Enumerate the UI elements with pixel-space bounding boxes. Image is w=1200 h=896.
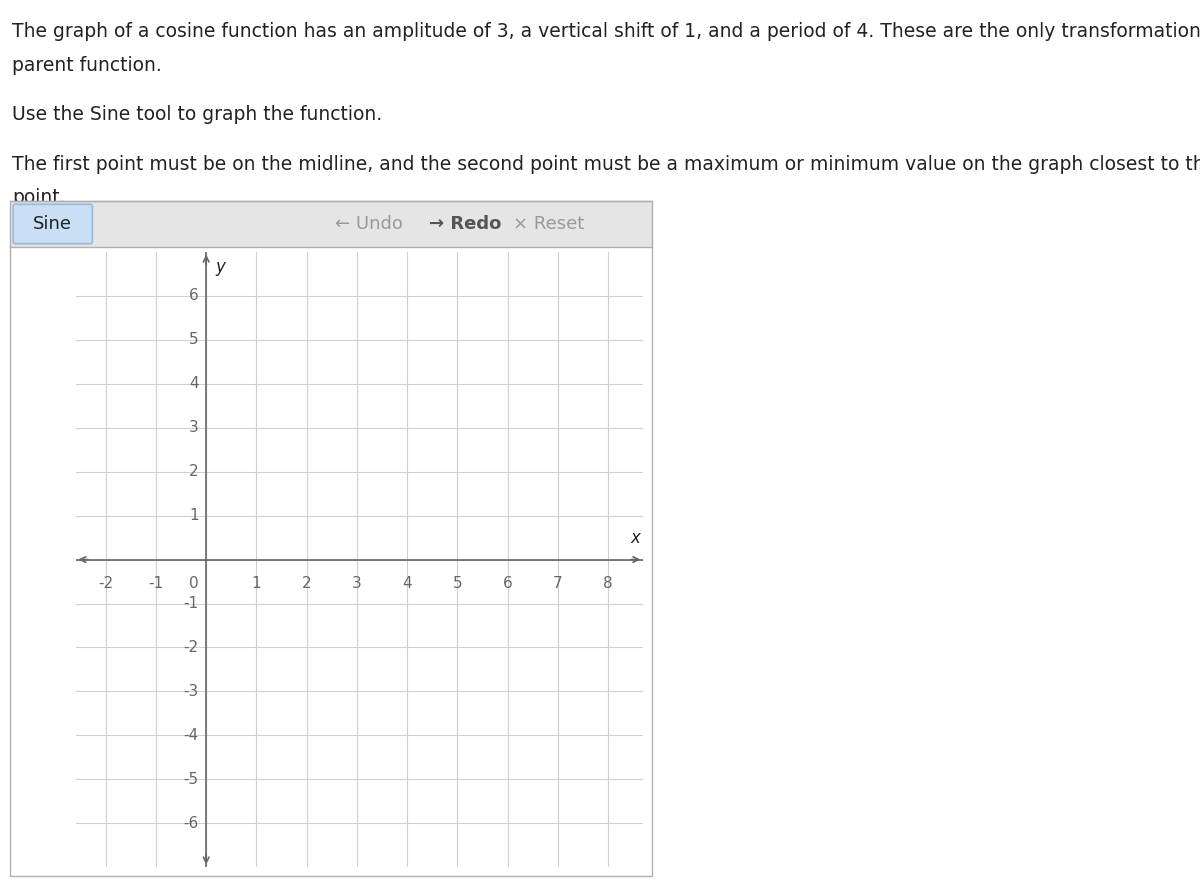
Text: × Reset: × Reset [514, 215, 584, 233]
Text: -5: -5 [184, 771, 199, 787]
Text: Use the Sine tool to graph the function.: Use the Sine tool to graph the function. [12, 106, 382, 125]
Text: 7: 7 [553, 576, 563, 591]
Text: 1: 1 [190, 508, 199, 523]
Text: 2: 2 [190, 464, 199, 479]
Text: -2: -2 [184, 640, 199, 655]
Text: Sine: Sine [34, 215, 72, 233]
Text: ← Undo: ← Undo [335, 215, 403, 233]
Text: 5: 5 [452, 576, 462, 591]
Text: The first point must be on the midline, and the second point must be a maximum o: The first point must be on the midline, … [12, 155, 1200, 174]
Text: 3: 3 [188, 420, 199, 435]
Text: 1: 1 [252, 576, 262, 591]
Text: 5: 5 [190, 332, 199, 348]
Text: y: y [215, 258, 226, 276]
Text: -3: -3 [184, 684, 199, 699]
Text: -1: -1 [184, 596, 199, 611]
Text: parent function.: parent function. [12, 56, 162, 74]
Text: 3: 3 [352, 576, 361, 591]
Text: -6: -6 [184, 816, 199, 831]
Text: The graph of a cosine function has an amplitude of 3, a vertical shift of 1, and: The graph of a cosine function has an am… [12, 22, 1200, 41]
Text: 8: 8 [604, 576, 613, 591]
Text: 0: 0 [190, 576, 199, 591]
Text: 4: 4 [402, 576, 412, 591]
Text: → Redo: → Redo [430, 215, 502, 233]
Text: point.: point. [12, 188, 66, 207]
Text: 6: 6 [503, 576, 512, 591]
Text: -2: -2 [98, 576, 113, 591]
Text: 4: 4 [190, 376, 199, 392]
Text: 2: 2 [302, 576, 312, 591]
Text: -1: -1 [149, 576, 163, 591]
Text: 6: 6 [188, 289, 199, 303]
Text: -4: -4 [184, 728, 199, 743]
Text: x: x [631, 530, 641, 547]
